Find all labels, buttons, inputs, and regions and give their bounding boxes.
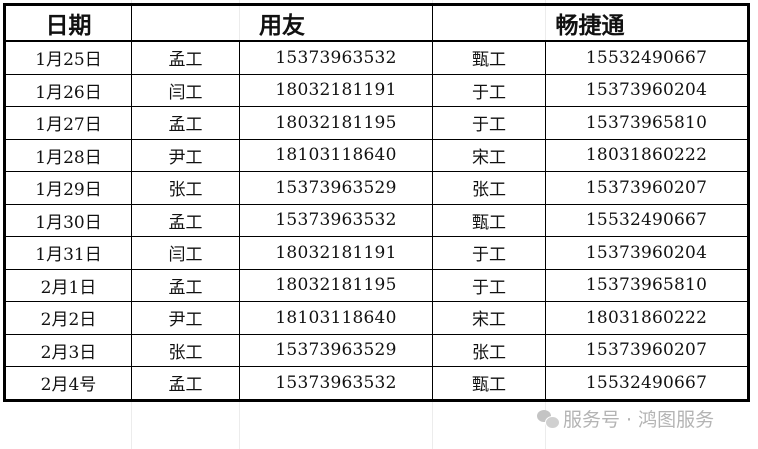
table-row: 2月1日 孟工 18032181195 于工 15373965810 — [5, 268, 748, 302]
table-row: 2月4号 孟工 15373963532 甄工 15532490667 — [5, 366, 748, 400]
vendor-b-phone-cell[interactable]: 15373960204 — [545, 236, 748, 270]
table-row: 1月25日 孟工 15373963532 甄工 15532490667 — [5, 40, 748, 75]
vendor-b-engineer-cell[interactable]: 于工 — [432, 106, 546, 140]
date-cell[interactable]: 1月27日 — [5, 106, 132, 140]
date-cell[interactable]: 2月4号 — [5, 366, 132, 400]
vendor-b-phone-cell[interactable]: 15373965810 — [545, 106, 748, 140]
vendor-b-engineer-cell[interactable]: 张工 — [432, 333, 546, 367]
vendor-b-phone-cell[interactable]: 15532490667 — [545, 203, 748, 237]
table-row: 2月2日 尹工 18103118640 宋工 18031860222 — [5, 301, 748, 335]
vendor-a-phone-cell[interactable]: 18103118640 — [239, 301, 433, 335]
table-row: 1月30日 孟工 15373963532 甄工 15532490667 — [5, 203, 748, 237]
table-row: 1月28日 尹工 18103118640 宋工 18031860222 — [5, 138, 748, 172]
table-row: 1月29日 张工 15373963529 张工 15373960207 — [5, 171, 748, 205]
vendor-a-engineer-cell[interactable]: 孟工 — [131, 40, 240, 75]
date-cell[interactable]: 1月26日 — [5, 73, 132, 107]
watermark-text: 服务号 · 鸿图服务 — [563, 409, 715, 431]
date-cell[interactable]: 2月2日 — [5, 301, 132, 335]
vendor-b-phone-cell[interactable]: 15373960207 — [545, 171, 748, 205]
vendor-a-engineer-cell[interactable]: 孟工 — [131, 268, 240, 302]
header-vendor-b[interactable]: 畅捷通 — [432, 5, 748, 42]
vendor-a-engineer-cell[interactable]: 孟工 — [131, 203, 240, 237]
vendor-b-engineer-cell[interactable]: 宋工 — [432, 138, 546, 172]
header-date[interactable]: 日期 — [5, 5, 132, 42]
vendor-b-engineer-cell[interactable]: 甄工 — [432, 203, 546, 237]
vendor-a-phone-cell[interactable]: 18032181191 — [239, 236, 433, 270]
date-cell[interactable]: 1月29日 — [5, 171, 132, 205]
vendor-a-engineer-cell[interactable]: 尹工 — [131, 138, 240, 172]
vendor-b-phone-cell[interactable]: 15373965810 — [545, 268, 748, 302]
vendor-a-phone-cell[interactable]: 15373963529 — [239, 171, 433, 205]
vendor-b-phone-cell[interactable]: 15373960207 — [545, 333, 748, 367]
vendor-a-engineer-cell[interactable]: 闫工 — [131, 236, 240, 270]
vendor-a-engineer-cell[interactable]: 张工 — [131, 333, 240, 367]
vendor-b-phone-cell[interactable]: 15532490667 — [545, 366, 748, 400]
date-cell[interactable]: 1月30日 — [5, 203, 132, 237]
vendor-b-engineer-cell[interactable]: 于工 — [432, 268, 546, 302]
date-cell[interactable]: 1月31日 — [5, 236, 132, 270]
vendor-b-engineer-cell[interactable]: 甄工 — [432, 40, 546, 75]
table-row: 1月27日 孟工 18032181195 于工 15373965810 — [5, 106, 748, 140]
vendor-a-engineer-cell[interactable]: 张工 — [131, 171, 240, 205]
vendor-b-phone-cell[interactable]: 15373960204 — [545, 73, 748, 107]
vendor-a-engineer-cell[interactable]: 尹工 — [131, 301, 240, 335]
table-row: 1月31日 闫工 18032181191 于工 15373960204 — [5, 236, 748, 270]
header-vendor-a[interactable]: 用友 — [131, 5, 433, 42]
vendor-b-engineer-cell[interactable]: 张工 — [432, 171, 546, 205]
date-cell[interactable]: 2月3日 — [5, 333, 132, 367]
vendor-b-phone-cell[interactable]: 18031860222 — [545, 138, 748, 172]
date-cell[interactable]: 1月25日 — [5, 40, 132, 75]
date-cell[interactable]: 1月28日 — [5, 138, 132, 172]
vendor-b-phone-cell[interactable]: 18031860222 — [545, 301, 748, 335]
vendor-a-phone-cell[interactable]: 18103118640 — [239, 138, 433, 172]
vendor-a-phone-cell[interactable]: 15373963532 — [239, 366, 433, 400]
vendor-a-phone-cell[interactable]: 18032181195 — [239, 106, 433, 140]
vendor-b-engineer-cell[interactable]: 于工 — [432, 236, 546, 270]
table-row: 2月3日 张工 15373963529 张工 15373960207 — [5, 333, 748, 367]
vendor-a-phone-cell[interactable]: 15373963532 — [239, 203, 433, 237]
vendor-a-phone-cell[interactable]: 18032181191 — [239, 73, 433, 107]
vendor-b-engineer-cell[interactable]: 于工 — [432, 73, 546, 107]
vendor-b-phone-cell[interactable]: 15532490667 — [545, 40, 748, 75]
watermark: 服务号 · 鸿图服务 — [537, 405, 714, 432]
table-row: 1月26日 闫工 18032181191 于工 15373960204 — [5, 73, 748, 107]
header-row: 日期 用友 畅捷通 — [5, 5, 748, 42]
vendor-a-phone-cell[interactable]: 15373963529 — [239, 333, 433, 367]
wechat-icon — [537, 409, 560, 429]
date-cell[interactable]: 2月1日 — [5, 268, 132, 302]
duty-schedule-table: 日期 用友 畅捷通 1月25日 孟工 15373963532 甄工 1553249066… — [3, 3, 750, 402]
vendor-a-phone-cell[interactable]: 15373963532 — [239, 40, 433, 75]
vendor-a-engineer-cell[interactable]: 孟工 — [131, 366, 240, 400]
vendor-a-phone-cell[interactable]: 18032181195 — [239, 268, 433, 302]
vendor-b-engineer-cell[interactable]: 宋工 — [432, 301, 546, 335]
vendor-a-engineer-cell[interactable]: 孟工 — [131, 106, 240, 140]
vendor-b-engineer-cell[interactable]: 甄工 — [432, 366, 546, 400]
vendor-a-engineer-cell[interactable]: 闫工 — [131, 73, 240, 107]
